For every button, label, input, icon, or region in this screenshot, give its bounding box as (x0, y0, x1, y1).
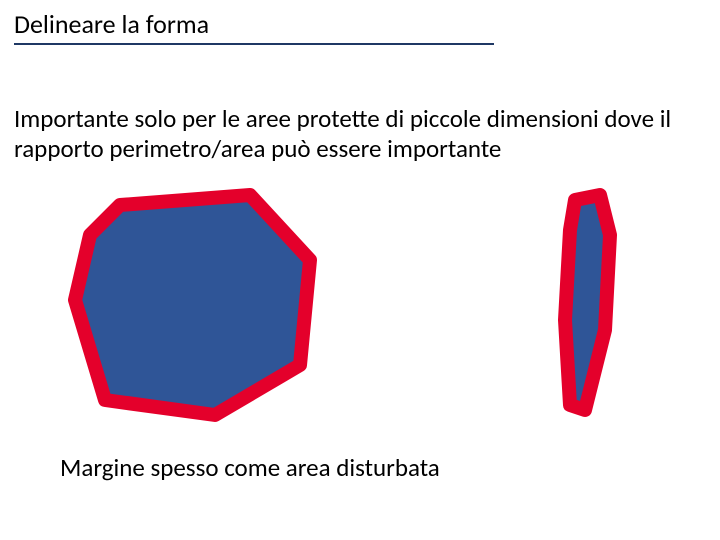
shape-large-polygon (75, 195, 310, 415)
caption-text: Margine spesso come area disturbata (60, 454, 660, 483)
slide-title-region: Delineare la forma (14, 10, 706, 45)
shape-narrow-sliver (565, 195, 610, 410)
diagram-svg (0, 180, 720, 440)
slide-root: { "title": { "text": "Delineare la forma… (0, 0, 720, 540)
slide-title: Delineare la forma (14, 10, 706, 39)
body-paragraph: Importante solo per le aree protette di … (14, 104, 706, 163)
diagram-area (0, 180, 720, 440)
title-underline (14, 43, 494, 45)
